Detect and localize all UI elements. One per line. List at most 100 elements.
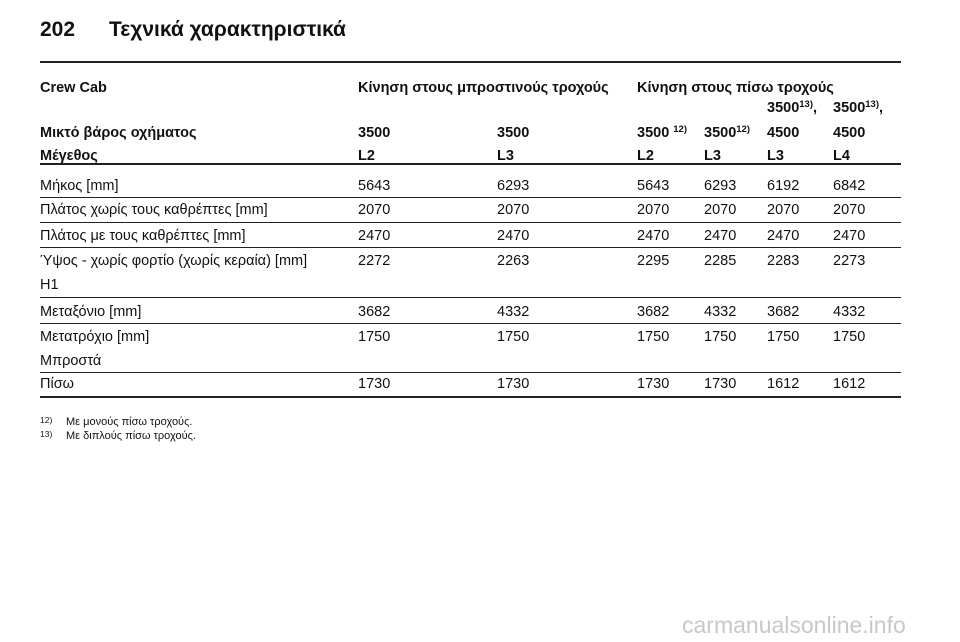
cell-value: 6293 — [704, 178, 737, 194]
cell-value: 6192 — [767, 178, 800, 194]
weight-value: 3500 — [358, 125, 391, 141]
size-cell: L3 — [704, 148, 721, 164]
row-rule — [40, 396, 901, 398]
cell-value: 2070 — [358, 202, 391, 218]
cell-value: 3682 — [637, 304, 670, 320]
cell-value: 2070 — [637, 202, 670, 218]
row-label: Μετατρόχιο [mm] — [40, 329, 150, 345]
cell-value: 4332 — [497, 304, 530, 320]
cell-value: 2070 — [704, 202, 737, 218]
size-cell: L2 — [637, 148, 654, 164]
cell-value: 6842 — [833, 178, 866, 194]
row-label: Μπροστά — [40, 353, 102, 369]
row-rule — [40, 323, 901, 324]
cell-value: 2273 — [833, 253, 866, 269]
footnote-mark: 13) — [40, 429, 53, 439]
row-rule — [40, 372, 901, 373]
cell-value: 2470 — [358, 228, 391, 244]
cell-value: 2070 — [767, 202, 800, 218]
row-label: Μέγεθος — [40, 148, 98, 164]
row-rule — [40, 222, 901, 223]
cell-value: 4332 — [833, 304, 866, 320]
cell-value: 1730 — [704, 376, 737, 392]
cell-value: 2283 — [767, 253, 800, 269]
size-cell: L3 — [767, 148, 784, 164]
cell-value: 2070 — [497, 202, 530, 218]
weight-value: 3500 — [833, 100, 866, 116]
group-header: Κίνηση στους πίσω τροχούς — [637, 80, 834, 96]
group-header: Κίνηση στους μπροστινούς τροχούς — [358, 80, 609, 96]
cell-value: 1730 — [358, 376, 391, 392]
size-cell: L3 — [497, 148, 514, 164]
cell-value: 1612 — [767, 376, 800, 392]
weight-cell: 3500 — [497, 124, 529, 142]
weight-value: 3500 — [704, 125, 737, 141]
group-header: Crew Cab — [40, 80, 107, 96]
cell-value: 2470 — [767, 228, 800, 244]
cell-value: 2470 — [497, 228, 530, 244]
cell-value: 6293 — [497, 178, 530, 194]
footnote-ref: 12) — [673, 124, 687, 135]
cell-value: 2263 — [497, 253, 530, 269]
table-header-rule — [40, 163, 901, 165]
row-label: Μικτό βάρος οχήματος — [40, 125, 197, 141]
cell-value: 2070 — [833, 202, 866, 218]
weight-value: 3500 — [637, 125, 670, 141]
row-rule — [40, 297, 901, 298]
row-label: Πλάτος χωρίς τους καθρέπτες [mm] — [40, 202, 268, 218]
cell-value: 2470 — [704, 228, 737, 244]
separator: , — [813, 100, 818, 116]
cell-value: 1750 — [497, 329, 530, 345]
row-label: Πλάτος με τους καθρέπτες [mm] — [40, 228, 246, 244]
footnote-ref: 12) — [736, 124, 750, 135]
page-number: 202 — [40, 18, 76, 41]
size-cell: L4 — [833, 148, 850, 164]
footnote-text: Με μονούς πίσω τροχούς. — [66, 416, 193, 428]
weight-value: 4500 — [767, 125, 800, 141]
cell-value: 2272 — [358, 253, 391, 269]
footnote-ref: 13) — [799, 99, 813, 110]
cell-value: 1750 — [637, 329, 670, 345]
cell-value: 3682 — [358, 304, 391, 320]
cell-value: 2285 — [704, 253, 737, 269]
weight-value: 3500 — [497, 125, 530, 141]
cell-value: 1750 — [833, 329, 866, 345]
weight-value: 3500 — [767, 100, 800, 116]
weight-cell: 350012) — [704, 124, 750, 142]
row-label: Μεταξόνιο [mm] — [40, 304, 142, 320]
weight-cell: 4500 — [833, 124, 865, 142]
cell-value: 2470 — [637, 228, 670, 244]
weight-cell-top: 350013), — [767, 99, 817, 117]
cell-value: 1730 — [637, 376, 670, 392]
page-title: Τεχνικά χαρακτηριστικά — [109, 18, 346, 41]
weight-cell-top: 350013), — [833, 99, 883, 117]
row-label: Ύψος - χωρίς φορτίο (χωρίς κεραία) [mm] — [40, 253, 308, 269]
cell-value: 1750 — [358, 329, 391, 345]
size-cell: L2 — [358, 148, 375, 164]
cell-value: 1730 — [497, 376, 530, 392]
footnote-mark: 12) — [40, 415, 53, 425]
cell-value: 1612 — [833, 376, 866, 392]
row-label: Πίσω — [40, 376, 74, 392]
cell-value: 4332 — [704, 304, 737, 320]
footnote-text: Με διπλούς πίσω τροχούς. — [66, 430, 196, 442]
separator: , — [879, 100, 884, 116]
cell-value: 1750 — [704, 329, 737, 345]
cell-value: 2470 — [833, 228, 866, 244]
row-label: Μήκος [mm] — [40, 178, 119, 194]
weight-cell: 4500 — [767, 124, 799, 142]
cell-value: 3682 — [767, 304, 800, 320]
header-rule — [40, 61, 901, 63]
cell-value: 5643 — [358, 178, 391, 194]
weight-cell: 3500 — [358, 124, 390, 142]
weight-value: 4500 — [833, 125, 866, 141]
row-rule — [40, 247, 901, 248]
row-rule — [40, 197, 901, 198]
row-label: H1 — [40, 277, 59, 293]
cell-value: 5643 — [637, 178, 670, 194]
footnote-ref: 13) — [865, 99, 879, 110]
cell-value: 2295 — [637, 253, 670, 269]
watermark: carmanualsonline.info — [682, 612, 906, 638]
